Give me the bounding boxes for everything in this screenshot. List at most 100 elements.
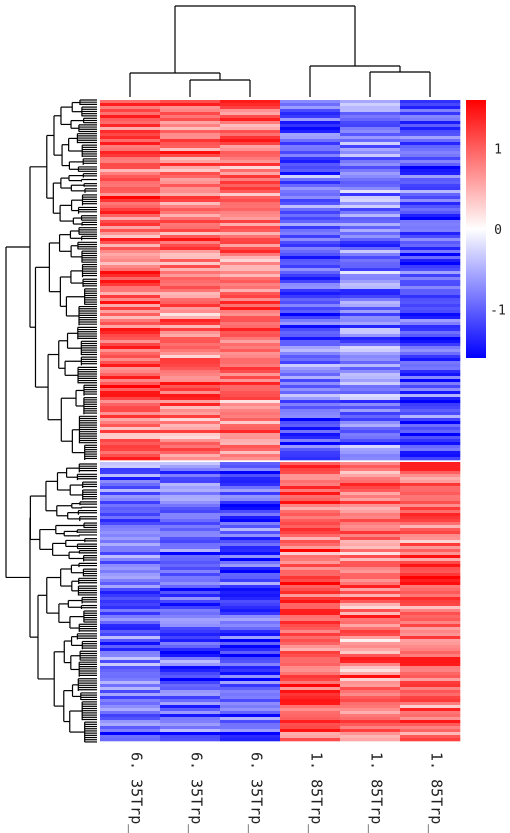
heatmap-cell bbox=[400, 480, 461, 484]
heatmap-cell bbox=[220, 615, 281, 619]
heatmap-cell bbox=[220, 313, 281, 317]
heatmap-cell bbox=[400, 241, 461, 245]
heatmap-cell bbox=[100, 193, 161, 197]
heatmap-cell bbox=[280, 109, 341, 113]
heatmap-cell bbox=[280, 292, 341, 296]
heatmap-cell bbox=[340, 358, 401, 362]
heatmap-cell bbox=[160, 313, 221, 317]
heatmap-cell bbox=[160, 397, 221, 401]
heatmap-cell bbox=[220, 409, 281, 413]
heatmap-cell bbox=[220, 223, 281, 227]
heatmap-cell bbox=[400, 391, 461, 395]
heatmap-cell bbox=[280, 394, 341, 398]
heatmap-cell bbox=[280, 361, 341, 365]
heatmap-cell bbox=[160, 486, 221, 490]
heatmap-cell bbox=[340, 579, 401, 583]
heatmap-cell bbox=[400, 277, 461, 281]
heatmap-cell bbox=[100, 232, 161, 236]
heatmap-cell bbox=[160, 555, 221, 559]
heatmap-cell bbox=[340, 295, 401, 299]
heatmap-cell bbox=[280, 388, 341, 392]
heatmap-cell bbox=[400, 256, 461, 260]
heatmap-cell bbox=[160, 256, 221, 260]
heatmap-cell bbox=[220, 379, 281, 383]
heatmap-cell bbox=[160, 663, 221, 667]
heatmap-cell bbox=[400, 436, 461, 440]
heatmap-cell bbox=[280, 352, 341, 356]
heatmap-cell bbox=[400, 421, 461, 425]
heatmap-cell bbox=[340, 567, 401, 571]
heatmap-cell bbox=[100, 427, 161, 431]
heatmap-cell bbox=[340, 543, 401, 547]
heatmap-cell bbox=[220, 660, 281, 664]
heatmap-cell bbox=[100, 262, 161, 266]
heatmap-cell bbox=[220, 663, 281, 667]
heatmap-cell bbox=[160, 298, 221, 302]
heatmap-cell bbox=[400, 265, 461, 269]
heatmap-cell bbox=[100, 316, 161, 320]
heatmap-cell bbox=[340, 687, 401, 691]
heatmap-cell bbox=[100, 477, 161, 481]
heatmap-cell bbox=[400, 169, 461, 173]
heatmap-cell bbox=[280, 283, 341, 287]
heatmap-cell bbox=[280, 367, 341, 371]
heatmap-cell bbox=[100, 454, 161, 458]
heatmap-cell bbox=[100, 112, 161, 116]
heatmap-cell bbox=[220, 657, 281, 661]
heatmap-cell bbox=[340, 274, 401, 278]
heatmap-cell bbox=[280, 681, 341, 685]
heatmap-cell bbox=[160, 531, 221, 535]
heatmap-cell bbox=[340, 292, 401, 296]
heatmap-cell bbox=[100, 388, 161, 392]
heatmap-cell bbox=[280, 672, 341, 676]
heatmap-cell bbox=[220, 274, 281, 278]
heatmap-cell bbox=[340, 235, 401, 239]
heatmap-cell bbox=[340, 702, 401, 706]
heatmap-cell bbox=[400, 253, 461, 257]
heatmap-cell bbox=[340, 711, 401, 715]
heatmap-cell bbox=[400, 409, 461, 413]
heatmap-cell bbox=[160, 507, 221, 511]
heatmap-cell bbox=[340, 471, 401, 475]
heatmap-cell bbox=[160, 451, 221, 455]
heatmap-cell bbox=[400, 427, 461, 431]
heatmap-cell bbox=[400, 334, 461, 338]
colorbar-tick-label: -1 bbox=[490, 304, 506, 319]
heatmap-cell bbox=[220, 106, 281, 110]
heatmap-cell bbox=[100, 271, 161, 275]
heatmap-cell bbox=[220, 160, 281, 164]
heatmap-cell bbox=[340, 112, 401, 116]
heatmap-cell bbox=[100, 106, 161, 110]
heatmap-cell bbox=[400, 720, 461, 724]
heatmap-cell bbox=[220, 717, 281, 721]
heatmap-cell bbox=[280, 271, 341, 275]
heatmap-cell bbox=[400, 313, 461, 317]
heatmap-cell bbox=[400, 355, 461, 359]
heatmap-cell bbox=[160, 702, 221, 706]
heatmap-cell bbox=[100, 726, 161, 730]
heatmap-cell bbox=[100, 486, 161, 490]
heatmap-cell bbox=[280, 397, 341, 401]
heatmap-cell bbox=[100, 298, 161, 302]
heatmap-cell bbox=[220, 250, 281, 254]
heatmap-cell bbox=[340, 262, 401, 266]
heatmap-cell bbox=[340, 624, 401, 628]
heatmap-cell bbox=[400, 621, 461, 625]
heatmap-cell bbox=[100, 331, 161, 335]
heatmap-cell bbox=[280, 364, 341, 368]
heatmap-cell bbox=[160, 223, 221, 227]
heatmap-cell bbox=[160, 337, 221, 341]
heatmap-cell bbox=[220, 121, 281, 125]
heatmap-cell bbox=[280, 442, 341, 446]
heatmap-cell bbox=[280, 636, 341, 640]
heatmap-cell bbox=[160, 732, 221, 736]
heatmap-cell bbox=[340, 663, 401, 667]
heatmap-cell bbox=[400, 103, 461, 107]
heatmap-cell bbox=[100, 139, 161, 143]
heatmap-cell bbox=[400, 609, 461, 613]
heatmap-cell bbox=[340, 403, 401, 407]
heatmap-cell bbox=[100, 636, 161, 640]
heatmap-cell bbox=[160, 474, 221, 478]
heatmap-cell bbox=[100, 175, 161, 179]
heatmap-cell bbox=[220, 651, 281, 655]
